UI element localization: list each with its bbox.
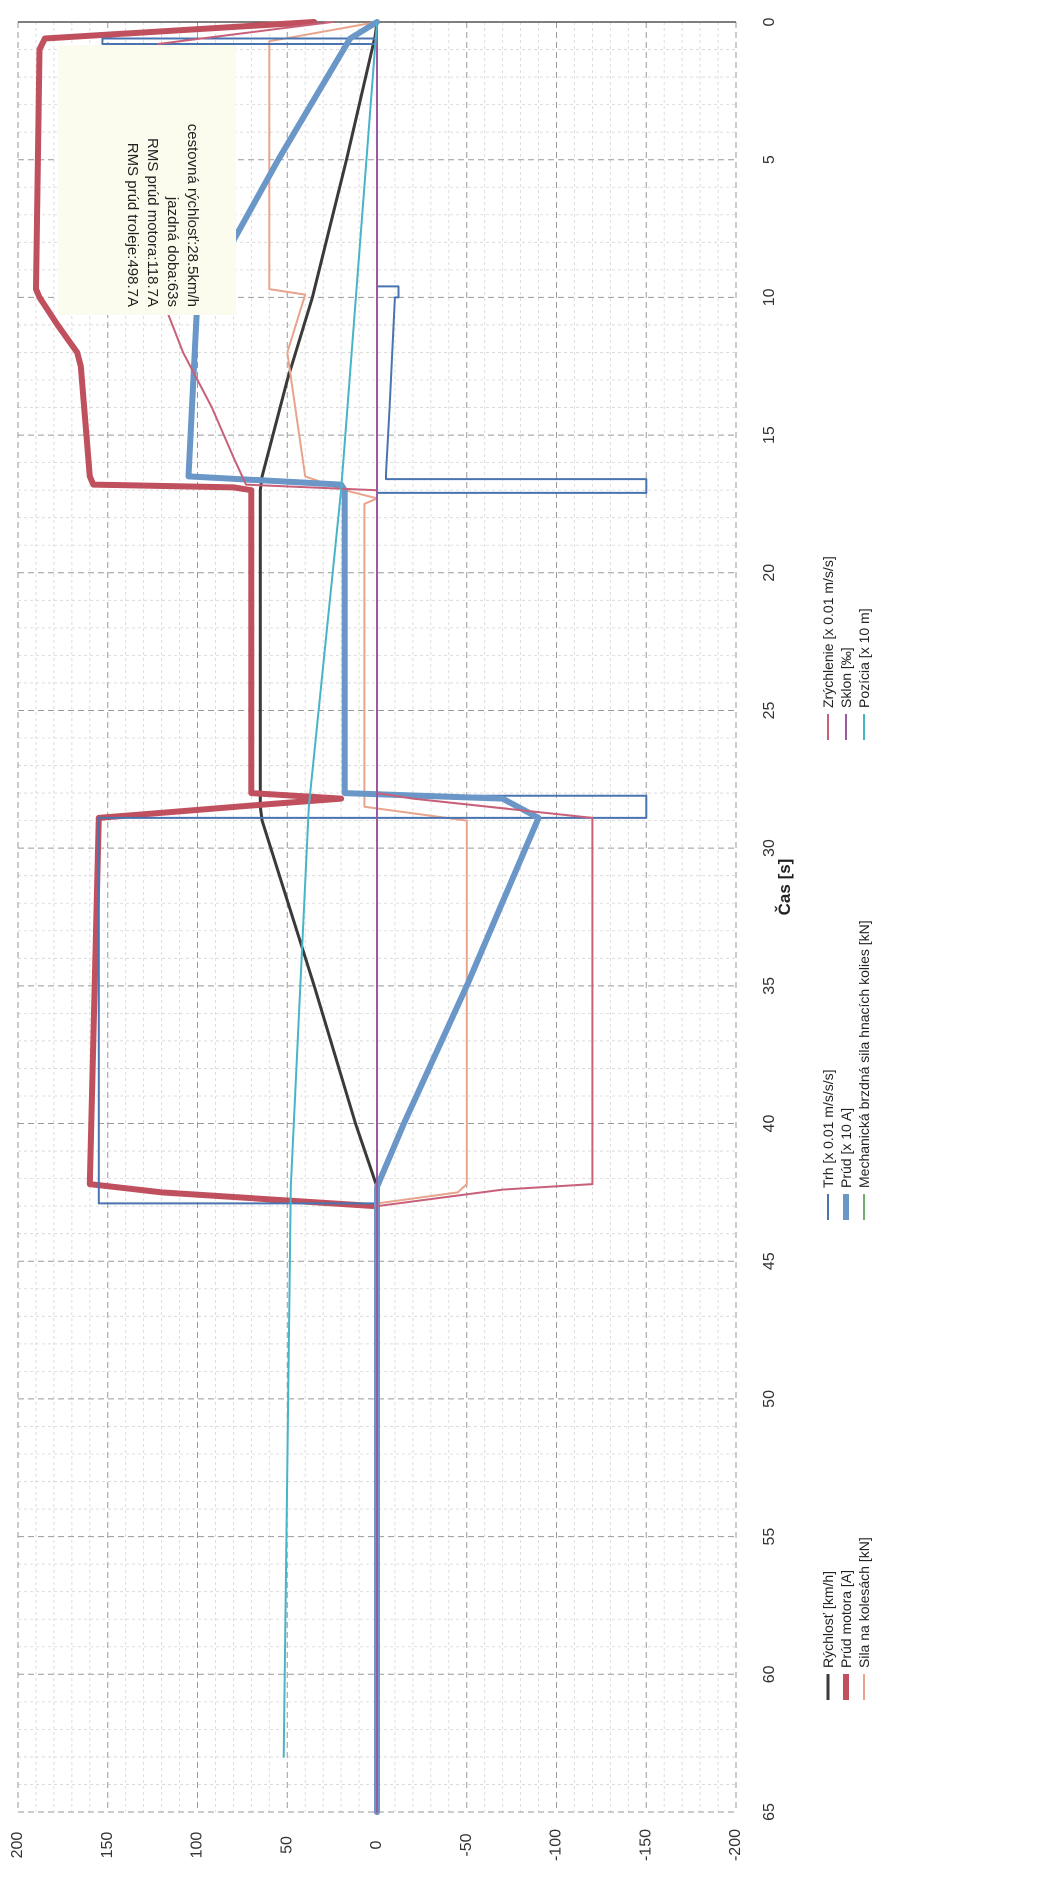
info-line-3: RMS prúd motora:118.7A [144,138,161,307]
y-tick-labels: -200 -150 -100 -50 0 50 100 150 200 [9,1829,744,1861]
x-axis-title: Čas [s] [775,859,794,916]
x-tick-label: 30 [761,839,778,857]
legend-label-6: Zrýchlenie [x 0.01 m/s/s] [820,556,836,708]
x-tick-label: 55 [761,1528,778,1546]
series-line-4 [185,19,542,1815]
y-tick-label: 150 [99,1832,116,1859]
legend-label-0: Rýchlosť [km/h] [820,1571,836,1668]
legend-label-3: Trh [x 0.01 m/s/s/s] [820,1069,836,1188]
y-tick-label: -50 [458,1833,475,1856]
x-tick-label: 20 [761,564,778,582]
info-line-4: RMS prúd troleje:498.7A [124,143,141,307]
x-tick-label: 15 [761,426,778,444]
series-line-8 [282,21,378,1758]
legend-label-7: Sklon [‰] [838,647,854,708]
series-line-2 [268,21,468,1813]
y-tick-label: 100 [189,1832,206,1859]
x-tick-labels: 0 5 10 15 20 25 30 35 40 45 50 55 60 65 [761,17,778,1820]
y-tick-label: 0 [368,1840,385,1849]
y-tick-label: -100 [548,1829,565,1861]
x-tick-label: 0 [761,17,778,26]
info-line-1: cestovná rýchlosť:28.5km/h [184,124,201,307]
y-tick-label: -200 [727,1829,744,1861]
legend-label-5: Mechanická brzdná sila hnacích kolies [k… [856,920,872,1188]
x-tick-label: 10 [761,288,778,306]
x-tick-label: 50 [761,1390,778,1408]
info-box: cestovná rýchlosť:28.5km/h jazdná doba:6… [58,45,236,315]
info-line-2: jazdná doba:63s [164,196,181,307]
legend: Rýchlosť [km/h] Prúd motora [A] Sila na ko… [820,556,872,1700]
legend-label-2: Sila na kolesách [kN] [856,1537,872,1668]
y-tick-label: -150 [637,1829,654,1861]
legend-label-8: Pozícia [x 10 m] [856,608,872,708]
x-tick-label: 60 [761,1665,778,1683]
y-tick-label: 50 [278,1836,295,1854]
y-tick-label: 200 [9,1832,26,1859]
x-tick-label: 25 [761,701,778,719]
legend-label-1: Prúd motora [A] [838,1570,854,1668]
x-tick-label: 65 [761,1803,778,1821]
x-tick-label: 5 [761,155,778,164]
series-line-3 [97,21,648,1813]
x-tick-label: 40 [761,1115,778,1133]
series-line-1 [33,19,380,1815]
x-tick-label: 35 [761,977,778,995]
legend-label-4: Prúd [x 10 A] [838,1108,854,1188]
x-tick-label: 45 [761,1252,778,1270]
